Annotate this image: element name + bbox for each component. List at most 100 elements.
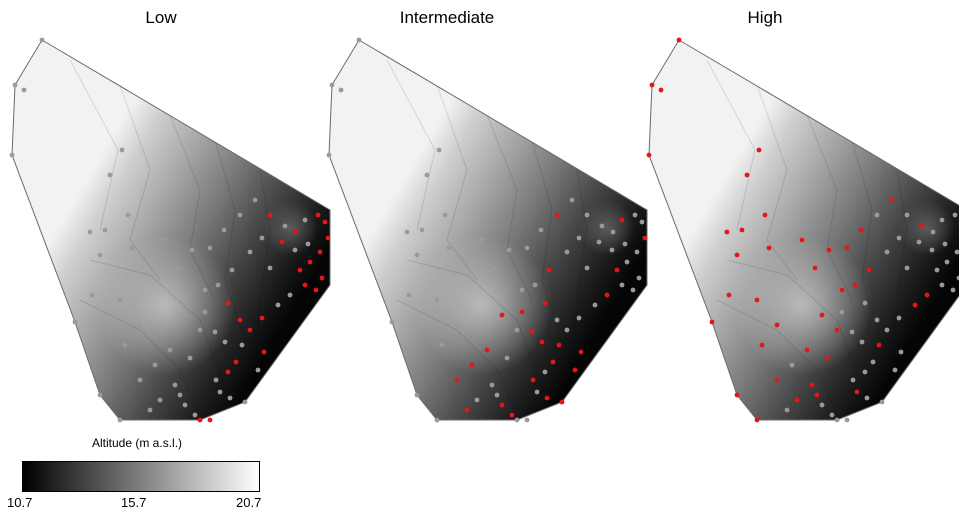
highlighted-point-low xyxy=(322,219,328,225)
sample-point-high xyxy=(874,212,880,218)
highlighted-point-low xyxy=(267,212,273,218)
highlighted-point-low xyxy=(225,369,231,375)
highlighted-point-intermediate xyxy=(546,267,552,273)
sample-point-low xyxy=(252,197,258,203)
highlighted-point-intermediate xyxy=(484,347,490,353)
highlighted-point-intermediate xyxy=(509,412,515,418)
sample-point-intermediate xyxy=(524,417,530,423)
sample-point-intermediate xyxy=(592,302,598,308)
sample-point-low xyxy=(227,395,233,401)
sample-point-high xyxy=(874,317,880,323)
highlighted-point-intermediate xyxy=(530,377,536,383)
sample-point-intermediate xyxy=(436,147,442,153)
highlighted-point-high xyxy=(858,227,864,233)
highlighted-point-high xyxy=(774,322,780,328)
highlighted-point-intermediate xyxy=(499,402,505,408)
sample-point-intermediate xyxy=(564,327,570,333)
sample-point-low xyxy=(292,247,298,253)
sample-point-low xyxy=(152,362,158,368)
sample-point-low xyxy=(287,292,293,298)
highlighted-point-low xyxy=(197,417,203,423)
highlighted-point-low xyxy=(293,229,299,235)
sample-point-low xyxy=(267,265,273,271)
highlighted-point-intermediate xyxy=(578,349,584,355)
sample-point-intermediate xyxy=(534,389,540,395)
sample-point-intermediate xyxy=(356,37,362,43)
sample-point-low xyxy=(222,339,228,345)
sample-point-low xyxy=(21,87,27,93)
highlighted-point-high xyxy=(754,417,760,423)
highlighted-point-high xyxy=(844,245,850,251)
sample-point-intermediate xyxy=(619,282,625,288)
sample-point-low xyxy=(87,229,93,235)
highlighted-point-high xyxy=(819,312,825,318)
sample-point-low xyxy=(247,249,253,255)
sample-point-low xyxy=(197,327,203,333)
highlighted-point-high xyxy=(744,172,750,178)
panel-title-low: Low xyxy=(145,8,177,27)
highlighted-point-high xyxy=(726,292,732,298)
sample-point-low xyxy=(167,347,173,353)
sample-point-intermediate xyxy=(454,322,460,328)
highlighted-point-intermediate xyxy=(454,377,460,383)
highlighted-point-intermediate xyxy=(542,300,548,306)
highlighted-point-intermediate xyxy=(554,212,560,218)
sample-point-intermediate xyxy=(610,229,616,235)
sample-point-intermediate xyxy=(576,315,582,321)
highlighted-point-high xyxy=(739,227,745,233)
highlighted-point-high xyxy=(676,37,682,43)
map-low xyxy=(0,0,340,430)
sample-point-high xyxy=(862,300,868,306)
sample-point-intermediate xyxy=(338,87,344,93)
sample-point-intermediate xyxy=(479,237,485,243)
map-high xyxy=(637,0,959,430)
sample-point-low xyxy=(213,377,219,383)
sample-point-intermediate xyxy=(326,152,332,158)
sample-point-intermediate xyxy=(406,292,412,298)
sample-point-low xyxy=(302,217,308,223)
sample-point-intermediate xyxy=(596,239,602,245)
legend-title: Altitude (m a.s.l.) xyxy=(92,436,183,450)
sample-point-low xyxy=(72,319,78,325)
sample-point-low xyxy=(212,329,218,335)
highlighted-point-intermediate xyxy=(642,235,648,241)
sample-point-low xyxy=(305,241,311,247)
sample-point-high xyxy=(870,359,876,365)
sample-point-high xyxy=(950,287,956,293)
sample-point-high xyxy=(844,417,850,423)
sample-point-high xyxy=(952,212,958,218)
sample-point-high xyxy=(934,267,940,273)
highlighted-point-intermediate xyxy=(614,267,620,273)
highlighted-point-low xyxy=(319,275,325,281)
highlighted-point-high xyxy=(919,223,925,229)
legend-min-label: 10.7 xyxy=(7,495,33,510)
highlighted-point-high xyxy=(766,245,772,251)
sample-point-intermediate xyxy=(439,342,445,348)
sample-point-high xyxy=(859,339,865,345)
sample-point-low xyxy=(137,377,143,383)
highlighted-point-high xyxy=(866,267,872,273)
sample-point-low xyxy=(97,252,103,258)
sample-point-low xyxy=(242,399,248,405)
sample-point-high xyxy=(892,367,898,373)
highlighted-point-intermediate xyxy=(619,217,625,223)
highlighted-point-high xyxy=(724,229,730,235)
sample-point-intermediate xyxy=(434,417,440,423)
sample-point-low xyxy=(189,247,195,253)
sample-point-high xyxy=(864,395,870,401)
sample-point-high xyxy=(954,249,959,255)
highlighted-point-high xyxy=(824,355,830,361)
legend-max-label: 20.7 xyxy=(236,495,262,510)
sample-point-low xyxy=(207,245,213,251)
sample-point-intermediate xyxy=(576,235,582,241)
highlighted-point-high xyxy=(814,392,820,398)
highlighted-point-high xyxy=(852,282,858,288)
sample-point-intermediate xyxy=(504,355,510,361)
sample-point-low xyxy=(119,147,125,153)
sample-point-low xyxy=(89,292,95,298)
highlighted-point-high xyxy=(734,252,740,258)
sample-point-intermediate xyxy=(538,227,544,233)
highlighted-point-high xyxy=(799,237,805,243)
highlighted-point-low xyxy=(225,300,231,306)
